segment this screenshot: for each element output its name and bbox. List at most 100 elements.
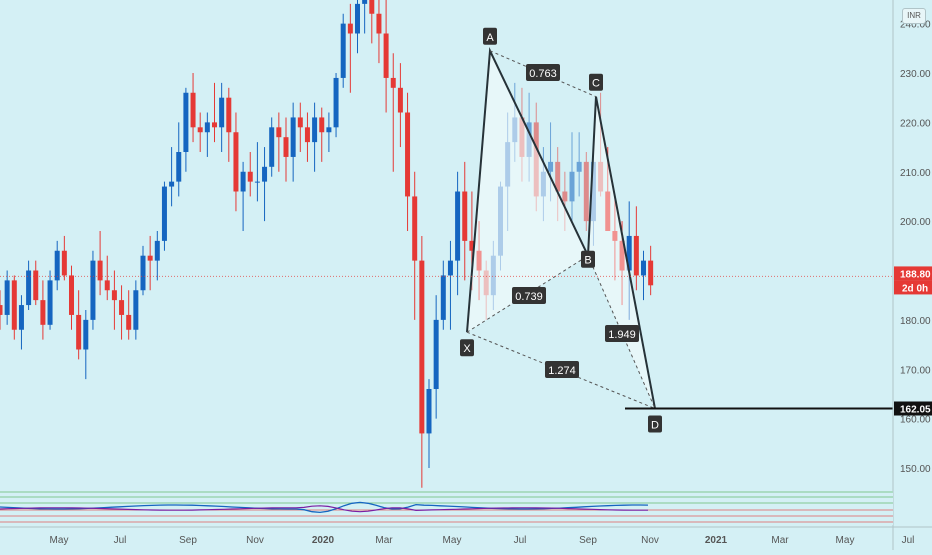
candle [126,290,132,340]
time-axis: May Jul Sep Nov 2020 Mar May Jul Sep Nov 2021 Mar Ma… [0,526,932,546]
price-tick-label: 180.00 [900,316,931,327]
candle-body [204,122,210,133]
candle-body [161,186,167,241]
point-label-box [460,339,474,357]
candle-body [40,300,46,325]
candle [54,240,60,291]
candle [383,0,389,113]
oscillator-line-fast [0,501,649,514]
candle-body [476,250,482,271]
candle [111,270,117,330]
candle-body [240,171,246,192]
time-tick-label: Nov [641,535,659,546]
harmonic-pattern[interactable]: 162.05 X A B C D 0.739 0.763 1.949 1.274 [460,27,932,433]
candle [419,235,425,488]
candle [176,122,182,197]
candle-body [540,171,546,197]
point-label-c: C [592,78,600,90]
candle-body [304,127,310,143]
currency-badge[interactable]: INR [902,8,926,24]
candle-body [262,166,268,182]
candle-body [612,231,618,241]
candle-body [4,280,10,315]
candle [462,161,468,281]
countdown-tag: 2d 0h [902,283,928,294]
candle [612,196,618,281]
candle [40,280,46,340]
candle [633,206,639,291]
candle-body [47,280,53,325]
candle-body [297,117,303,128]
candle-body [569,171,575,202]
candle-body [233,132,239,192]
candle-body [548,161,554,172]
candle-body [133,290,139,330]
time-tick-label: May [50,535,69,546]
candle [90,250,96,330]
candle [76,290,82,360]
candle [104,255,110,301]
candle [562,171,568,231]
candle-body [283,137,289,157]
candle-body [419,260,425,434]
oscillator-panel [0,491,893,525]
candle [269,117,275,177]
candle-body [0,305,3,315]
candle-body [390,77,396,88]
candle [490,240,496,310]
candle-body [583,161,589,222]
candle-body [405,112,411,197]
candle-body [76,314,82,350]
candle [340,13,346,88]
candle-body [90,260,96,320]
candle [548,122,554,202]
candle [440,260,446,330]
candle-body [433,319,439,389]
candle [226,87,232,162]
candle [11,275,17,340]
candle-body [61,250,67,276]
candle-body [498,186,503,256]
candle-body [562,191,568,202]
target-tag: 162.05 [900,405,931,416]
candle-body [97,260,103,281]
candle [626,201,632,320]
ratio-guide-line [466,331,656,409]
candle-body [362,0,368,4]
candle [276,112,282,172]
candle [369,0,375,44]
candle-body [633,235,639,276]
candle-body [483,270,489,296]
candle [119,285,125,340]
candle [426,379,432,468]
candle [240,161,246,231]
candle-body [447,260,453,276]
ratio-label: 0.763 [529,68,557,80]
candle-body [176,152,182,182]
candle [598,92,604,197]
point-label-box [589,73,603,91]
candle-body [26,270,32,306]
oscillator-line-slow [0,505,648,513]
candle-body [312,117,318,143]
candle [319,107,325,162]
candle [154,231,160,281]
candle [412,171,418,320]
candle [290,102,296,182]
candle-body [226,97,232,133]
candle-body [369,0,375,14]
candle [312,102,318,172]
ratio-guide-line [489,50,597,98]
candle-body [355,3,360,34]
candle [447,240,453,330]
candle-body [455,191,461,261]
candle-body [605,191,611,231]
candle [247,152,253,197]
candle-body [519,117,525,157]
candle [18,295,24,350]
ratio-label-box [545,361,579,378]
point-label-box [648,415,662,433]
candle-body [598,161,604,192]
